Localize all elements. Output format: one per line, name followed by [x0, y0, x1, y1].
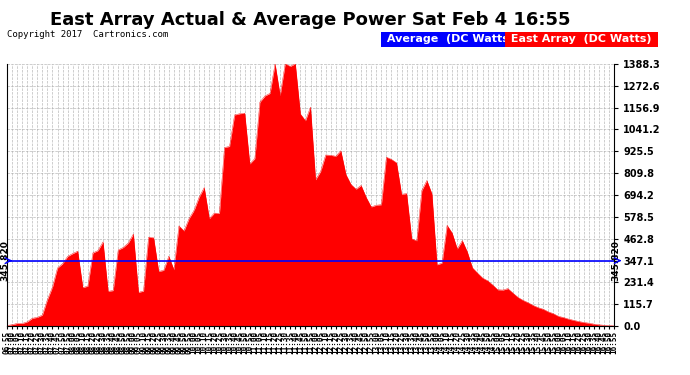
Text: East Array Actual & Average Power Sat Feb 4 16:55: East Array Actual & Average Power Sat Fe… [50, 11, 571, 29]
Text: 345.820: 345.820 [1, 240, 10, 281]
Text: Average  (DC Watts): Average (DC Watts) [383, 34, 518, 45]
Text: 345.820: 345.820 [611, 240, 620, 281]
Text: Copyright 2017  Cartronics.com: Copyright 2017 Cartronics.com [7, 30, 168, 39]
Text: East Array  (DC Watts): East Array (DC Watts) [507, 34, 656, 45]
